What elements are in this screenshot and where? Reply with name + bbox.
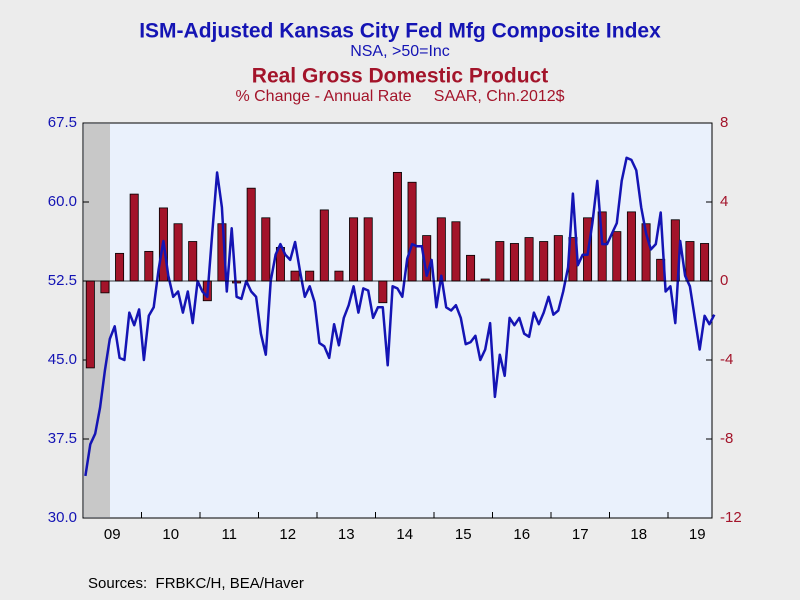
y-tick-label: 30.0 [48,509,77,526]
bar [115,252,125,282]
source: Sources: FRBKC/H, BEA/Haver [88,575,304,592]
x-tick-label: 12 [279,526,296,543]
chart-title: ISM-Adjusted Kansas City Fed Mfg Composi… [139,20,661,43]
bar [188,241,198,282]
bar [466,254,476,282]
x-tick-label: 13 [338,526,355,543]
bar [451,221,461,282]
y2-tick-label: 0 [720,272,728,289]
x-tick-label: 19 [689,526,706,543]
y2-tick-label: -8 [720,430,733,447]
bar [509,243,519,282]
bar [378,280,388,304]
bar [392,171,402,282]
bar [495,241,505,282]
bar [685,241,695,282]
chart-subtitle: NSA, >50=Inc [350,43,450,60]
bar [129,193,139,282]
bar [173,223,183,282]
y-tick-label: 60.0 [48,193,77,210]
y2-tick-label: -4 [720,351,733,368]
bar [334,270,344,282]
bar [539,241,549,282]
y2-tick-label: 8 [720,114,728,131]
bar [100,280,110,294]
x-tick-label: 15 [455,526,472,543]
bar [626,211,636,282]
y-tick-label: 45.0 [48,351,77,368]
bar [700,243,710,282]
bar [553,235,563,282]
x-tick-label: 09 [104,526,121,543]
y2-tick-label: 4 [720,193,728,210]
x-tick-label: 10 [162,526,179,543]
bar [349,217,359,282]
x-tick-label: 16 [513,526,530,543]
x-tick-label: 17 [572,526,589,543]
bar [524,237,534,282]
bar [290,270,300,282]
bar [144,250,154,282]
y2-tick-label: -12 [720,509,742,526]
x-tick-label: 11 [221,526,237,543]
bar [305,270,315,282]
y-tick-label: 52.5 [48,272,77,289]
line [84,156,716,477]
chart-title-2: Real Gross Domestic Product [252,65,548,88]
bar [246,187,256,282]
chart-subtitle-2: % Change - Annual Rate SAAR, Chn.2012$ [235,88,564,105]
bar [85,280,95,369]
bar [407,181,417,282]
y-tick-label: 67.5 [48,114,77,131]
bar [363,217,373,282]
bar [319,209,329,282]
x-tick-label: 18 [630,526,647,543]
x-tick-label: 14 [396,526,413,543]
y-tick-label: 37.5 [48,430,77,447]
bar [612,231,622,282]
bar [436,217,446,282]
bar [261,217,271,282]
